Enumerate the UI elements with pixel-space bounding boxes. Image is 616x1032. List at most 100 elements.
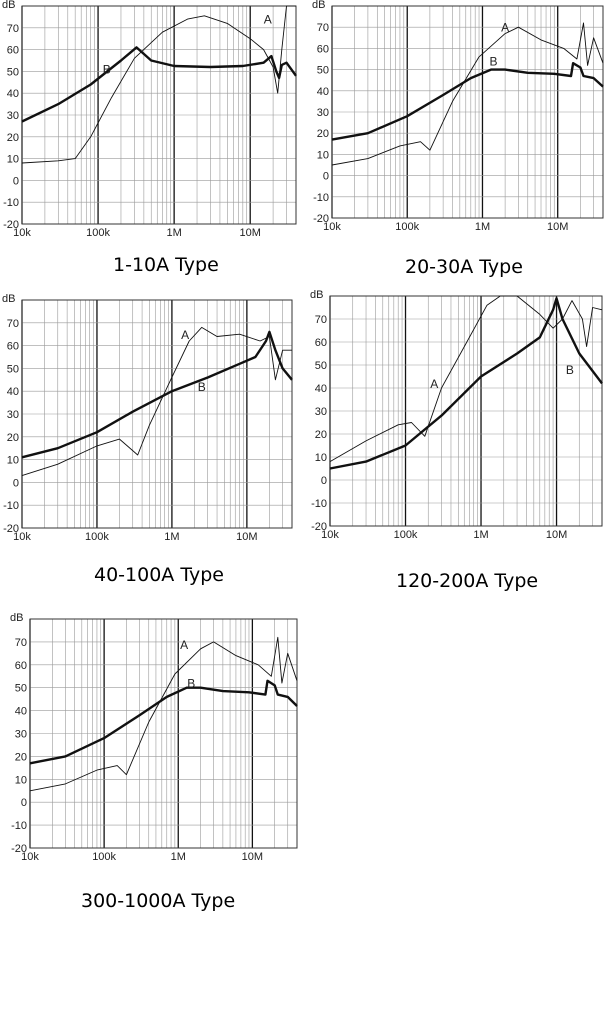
chart-caption: 20-30A Type bbox=[405, 256, 523, 278]
y-tick-label: 10 bbox=[315, 452, 327, 464]
y-tick-label: -20 bbox=[11, 843, 27, 855]
x-tick-label: 100k bbox=[92, 851, 116, 863]
series-line-a bbox=[329, 295, 603, 462]
y-tick-label: 30 bbox=[15, 729, 27, 741]
chart-1-10a: 70 60 50 40 30 20 10 0 -10 -20 dB 10k 100k 1M 10M A B bbox=[2, 0, 297, 239]
y-axis-unit-label: dB bbox=[310, 289, 323, 301]
y-tick-label: 40 bbox=[7, 88, 19, 100]
chart-panel-1: 70 60 50 40 30 20 10 0 -10 -20 dB 10k 100k 1M 10M A B 1-… bbox=[0, 0, 300, 285]
y-tick-label: 50 bbox=[317, 65, 329, 77]
x-tick-label: 10k bbox=[323, 221, 341, 233]
x-tick-label: 10M bbox=[239, 227, 260, 239]
y-tick-label: 60 bbox=[315, 337, 327, 349]
series-label-a: A bbox=[180, 638, 188, 652]
x-tick-label: 100k bbox=[394, 529, 418, 541]
chart-40-100a: 70 60 50 40 30 20 10 0 -10 -20 dB 10k 100k 1M 10M A B bbox=[2, 293, 293, 543]
y-tick-label: 0 bbox=[13, 477, 19, 489]
series-label-b: B bbox=[187, 677, 195, 691]
chart-120-200a: 70 60 50 40 30 20 10 0 -10 -20 dB 10k 100k 1M 10M A B bbox=[310, 289, 603, 541]
y-tick-label: 0 bbox=[321, 475, 327, 487]
x-tick-label: 100k bbox=[395, 221, 419, 233]
y-tick-label: -20 bbox=[311, 521, 327, 533]
y-tick-label: 60 bbox=[7, 45, 19, 57]
x-tick-label: 10k bbox=[321, 529, 339, 541]
x-tick-label: 1M bbox=[475, 221, 490, 233]
y-tick-label: 60 bbox=[15, 660, 27, 672]
series-label-a: A bbox=[430, 377, 438, 391]
chart-panel-2: 70 60 50 40 30 20 10 0 -10 -20 dB 10k 100k 1M 10M A B 20… bbox=[310, 0, 610, 285]
plot-frame bbox=[29, 618, 298, 849]
series-line-a bbox=[29, 636, 298, 792]
y-tick-label: 70 bbox=[317, 22, 329, 34]
series-line-a bbox=[21, 5, 296, 164]
y-tick-label: 20 bbox=[315, 429, 327, 441]
y-tick-label: 70 bbox=[7, 318, 19, 330]
x-tick-label: 100k bbox=[86, 227, 110, 239]
series-label-b: B bbox=[489, 54, 497, 68]
y-tick-label: -10 bbox=[3, 197, 19, 209]
y-tick-label: 0 bbox=[21, 797, 27, 809]
y-tick-label: -10 bbox=[11, 820, 27, 832]
y-tick-label: -20 bbox=[3, 219, 19, 231]
chart-panel-5: 70 60 50 40 30 20 10 0 -10 -20 dB 10k 100k 1M 10M A B 30… bbox=[0, 608, 310, 920]
y-tick-label: -10 bbox=[313, 192, 329, 204]
plot-frame bbox=[21, 5, 297, 225]
y-tick-label: -10 bbox=[311, 498, 327, 510]
y-tick-label: 50 bbox=[315, 360, 327, 372]
x-tick-label: 1M bbox=[166, 227, 181, 239]
y-tick-label: 70 bbox=[315, 314, 327, 326]
chart-panel-3: 70 60 50 40 30 20 10 0 -10 -20 dB 10k 100k 1M 10M A B 40… bbox=[0, 292, 300, 592]
series-line-b bbox=[21, 330, 293, 459]
y-tick-label: 20 bbox=[15, 751, 27, 763]
series-label-b: B bbox=[566, 363, 574, 377]
y-tick-label: 40 bbox=[15, 706, 27, 718]
y-tick-label: 20 bbox=[7, 132, 19, 144]
y-axis-unit-label: dB bbox=[2, 293, 15, 305]
y-tick-label: 0 bbox=[13, 175, 19, 187]
y-tick-label: 40 bbox=[315, 383, 327, 395]
y-tick-label: 40 bbox=[7, 386, 19, 398]
y-tick-label: 10 bbox=[317, 149, 329, 161]
chart-caption: 1-10A Type bbox=[113, 254, 219, 276]
y-tick-label: 10 bbox=[15, 774, 27, 786]
chart-caption: 300-1000A Type bbox=[81, 890, 236, 912]
y-tick-label: 20 bbox=[7, 432, 19, 444]
x-tick-label: 10M bbox=[546, 529, 567, 541]
y-tick-label: 50 bbox=[7, 66, 19, 78]
y-tick-label: 70 bbox=[7, 23, 19, 35]
x-tick-label: 100k bbox=[85, 531, 109, 543]
series-line-a bbox=[331, 22, 604, 166]
series-label-b: B bbox=[103, 63, 111, 77]
y-tick-label: 10 bbox=[7, 455, 19, 467]
y-tick-label: 30 bbox=[7, 409, 19, 421]
chart-panel-4: 70 60 50 40 30 20 10 0 -10 -20 dB 10k 100k 1M 10M A B 12… bbox=[300, 288, 610, 593]
y-tick-label: 40 bbox=[317, 86, 329, 98]
y-tick-label: -20 bbox=[3, 523, 19, 535]
x-tick-label: 10M bbox=[242, 851, 263, 863]
series-line-b bbox=[21, 46, 297, 123]
y-tick-label: -10 bbox=[3, 500, 19, 512]
y-tick-label: 20 bbox=[317, 128, 329, 140]
y-tick-label: 0 bbox=[323, 171, 329, 183]
plot-frame bbox=[21, 299, 293, 529]
chart-20-30a: 70 60 50 40 30 20 10 0 -10 -20 dB 10k 100k 1M 10M A B bbox=[312, 0, 604, 233]
y-axis-unit-label: dB bbox=[2, 0, 15, 11]
series-line-b bbox=[331, 62, 604, 141]
x-tick-label: 10M bbox=[236, 531, 257, 543]
y-axis-unit-label: dB bbox=[10, 612, 23, 624]
series-line-a bbox=[21, 326, 292, 477]
x-tick-label: 10k bbox=[21, 851, 39, 863]
chart-300-1000a: 70 60 50 40 30 20 10 0 -10 -20 dB 10k 100k 1M 10M A B bbox=[10, 612, 298, 863]
y-tick-label: 60 bbox=[317, 43, 329, 55]
y-tick-label: 50 bbox=[15, 683, 27, 695]
y-tick-label: 50 bbox=[7, 363, 19, 375]
series-line-b bbox=[329, 297, 603, 470]
series-line-b bbox=[29, 679, 298, 765]
chart-caption: 120-200A Type bbox=[396, 570, 539, 592]
plot-frame bbox=[331, 5, 604, 219]
x-tick-label: 1M bbox=[171, 851, 186, 863]
x-tick-label: 10k bbox=[13, 531, 31, 543]
series-label-b: B bbox=[198, 380, 206, 394]
x-tick-label: 1M bbox=[473, 529, 488, 541]
y-tick-label: 30 bbox=[317, 107, 329, 119]
